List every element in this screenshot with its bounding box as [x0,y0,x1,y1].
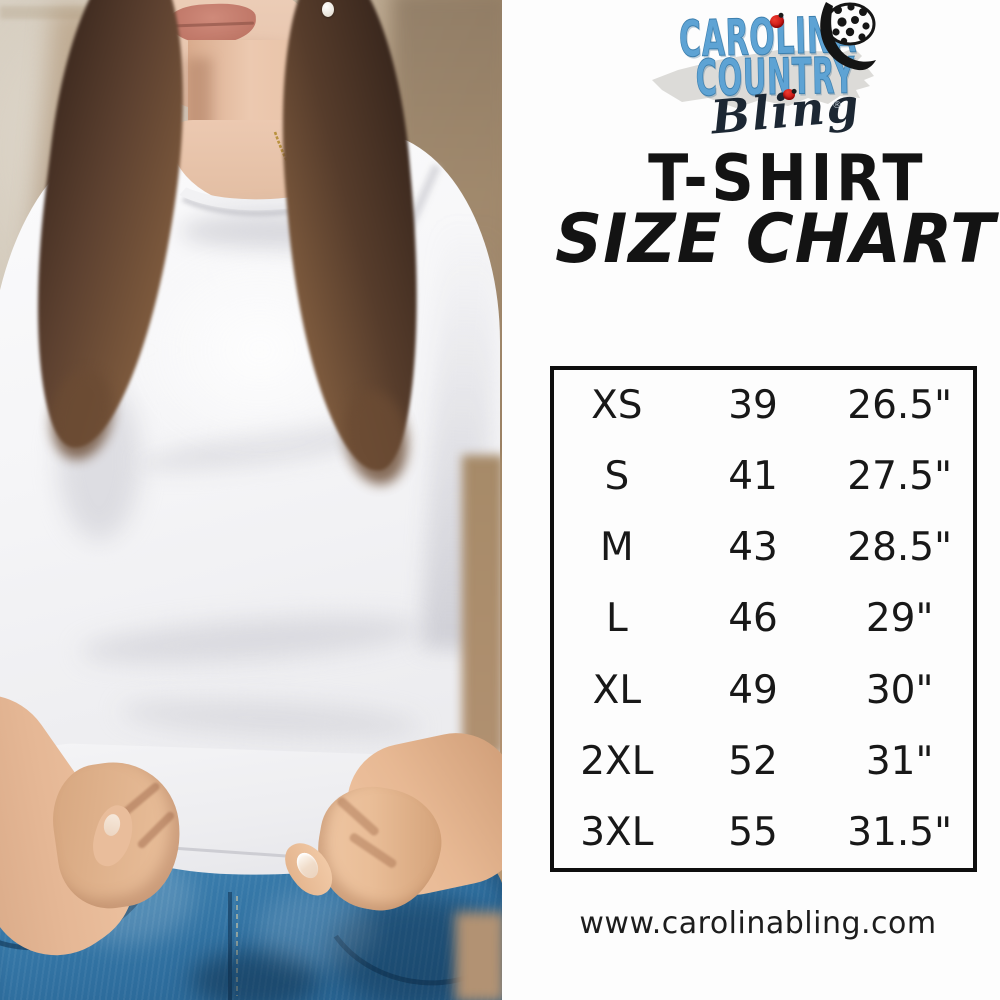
cell-size: S [604,454,630,500]
title-line2: SIZE CHART [554,200,996,279]
cell-width: 39 [728,383,778,429]
cell-size: XL [592,667,642,713]
cell-length: 30" [865,667,934,713]
table-row: M 43 28.5" [554,512,973,583]
cell-length: 27.5" [847,454,953,500]
cell-length: 28.5" [847,525,953,571]
table-header: SIZE cm WIDTH in LENGTH [550,300,977,395]
pearl-earring [322,2,334,17]
model-photo [0,0,502,1000]
table-row: S 41 27.5" [554,441,973,512]
cell-width: 41 [728,454,778,500]
brand-logo: CAROLINA COUNTRY Bling ® [502,0,1000,144]
title-line1: T-SHIRT [647,142,927,216]
cell-width: 52 [728,738,778,784]
cell-width: 43 [728,525,778,571]
cell-width: 49 [728,667,778,713]
cell-width: 55 [728,809,778,855]
table-row: XL 49 30" [554,655,973,726]
table-row: L 46 29" [554,583,973,654]
cell-length: 26.5" [847,383,953,429]
cell-size: 3XL [580,809,654,855]
cell-width: 46 [728,596,778,642]
size-chart-panel: CAROLINA COUNTRY Bling ® T-SHIRT SIZE CH… [502,0,1000,1000]
size-table: XS 39 26.5" S 41 27.5" M 43 28.5" L 46 2… [550,366,977,872]
website-url: www.carolinabling.com [579,906,937,941]
cell-length: 31.5" [847,809,953,855]
registered-mark: ® [832,100,842,111]
photo-corner-background [455,912,502,1000]
table-row: XS 39 26.5" [554,370,973,441]
cell-size: XS [591,383,643,429]
jeans-fly-stitch [236,896,238,996]
north-carolina-map-icon [652,48,874,108]
cell-size: L [605,596,628,642]
cell-length: 29" [865,596,934,642]
table-row: 3XL 55 31.5" [554,797,973,868]
jeans-fly-seam [228,892,232,1000]
photo-background-sliver [462,455,502,755]
brand-word-bling: Bling [709,77,863,145]
cell-size: M [600,525,634,571]
cowboy-hat-icon [820,2,876,71]
cell-length: 31" [865,738,934,784]
table-row: 2XL 52 31" [554,726,973,797]
cell-size: 2XL [580,738,654,784]
jeans-shadow [190,950,320,1000]
